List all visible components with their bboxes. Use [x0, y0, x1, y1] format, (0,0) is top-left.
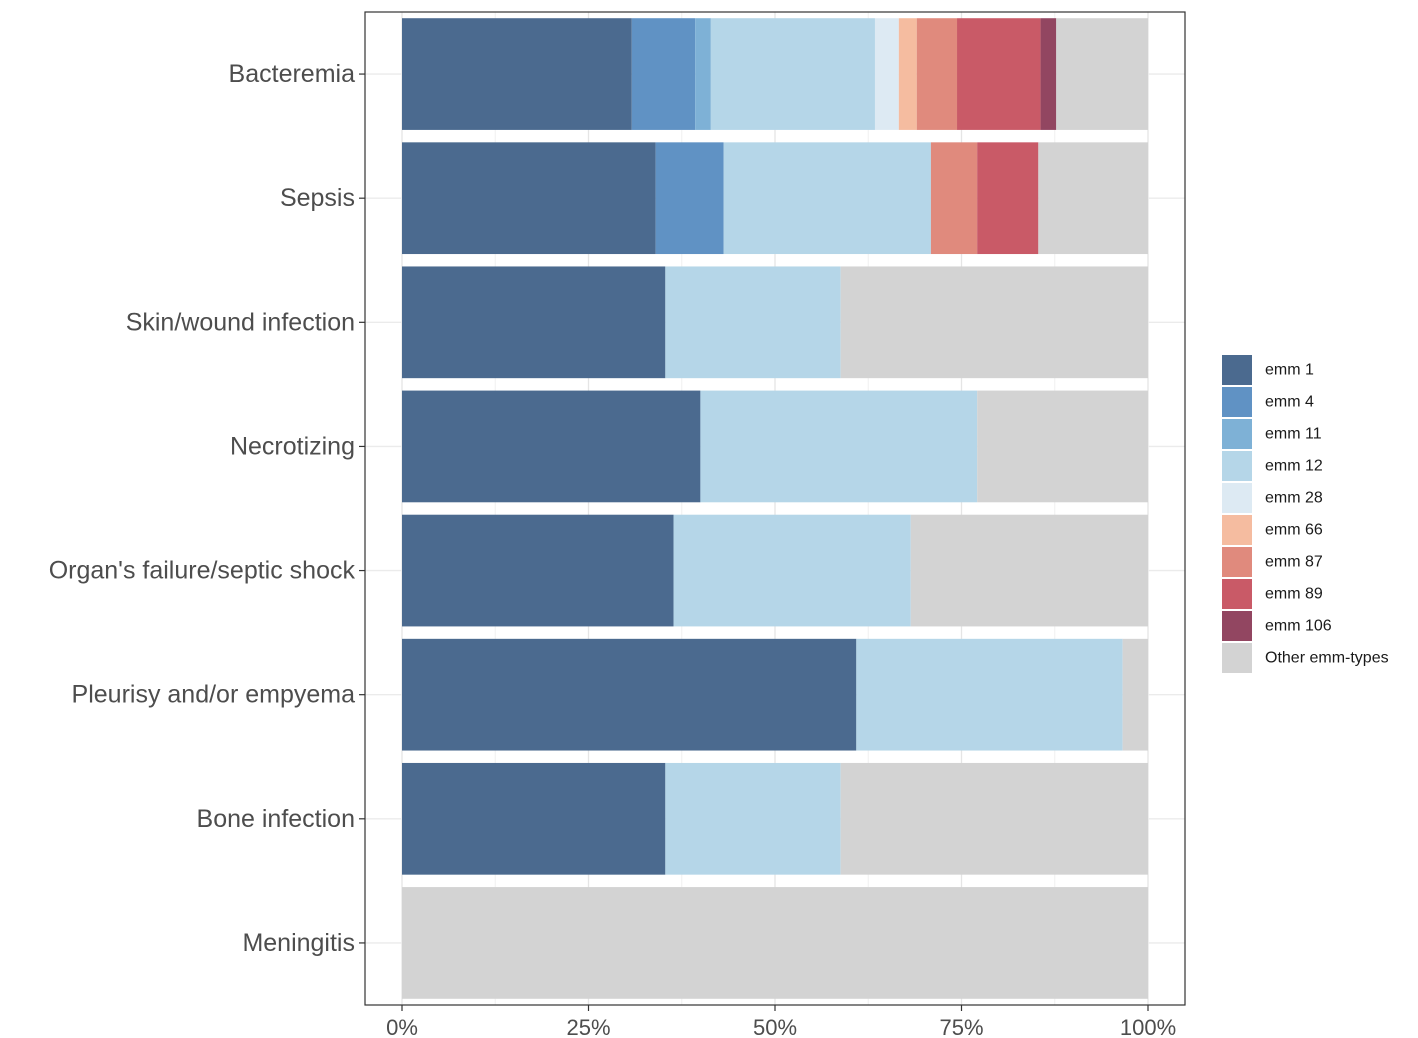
legend-key [1222, 643, 1252, 673]
legend-key [1222, 547, 1252, 577]
x-tick-label: 25% [566, 1015, 610, 1038]
bar-segment [402, 638, 857, 751]
bar-segment [840, 266, 1148, 379]
category-label: Pleurisy and/or empyema [72, 681, 356, 709]
bar-segment [665, 266, 841, 379]
category-label: Meningitis [242, 929, 355, 957]
bar-segment [1038, 142, 1148, 255]
legend-label: emm 106 [1265, 618, 1332, 635]
legend-key [1222, 387, 1252, 417]
legend-label: emm 4 [1265, 394, 1314, 411]
bar-segment [916, 18, 958, 130]
category-label: Skin/wound infection [126, 308, 355, 336]
legend-label: emm 89 [1265, 586, 1323, 603]
bar-segment [898, 18, 917, 130]
bar-segment [957, 18, 1041, 130]
legend-label: emm 28 [1265, 490, 1323, 507]
y-axis: Bacteremia Sepsis Skin/wound infection Necr… [49, 60, 365, 957]
category-label: Sepsis [280, 184, 355, 212]
bar-segment [856, 638, 1123, 751]
bar-segment [655, 142, 724, 255]
category-label: Organ's failure/septic shock [49, 557, 356, 585]
x-axis: 0% 25% 50% 75% 100% [386, 1005, 1176, 1038]
bar-segment [402, 142, 656, 255]
legend-key [1222, 611, 1252, 641]
legend-label: emm 11 [1265, 426, 1322, 443]
bar-segment [977, 390, 1148, 503]
bar-segment [910, 514, 1148, 627]
legend-label: Other emm-types [1265, 650, 1389, 667]
bar-segment [402, 18, 632, 130]
bar-segment [631, 18, 696, 130]
legend-key [1222, 451, 1252, 481]
x-tick-label: 100% [1120, 1015, 1176, 1038]
legend-key [1222, 419, 1252, 449]
bar-segment [840, 762, 1148, 875]
bar-segment [710, 18, 875, 130]
bar-segment [977, 142, 1039, 255]
bar-segment [930, 142, 978, 255]
bar-segment [402, 514, 674, 627]
x-tick-label: 50% [753, 1015, 797, 1038]
bar-segment [673, 514, 911, 627]
bar-segment [1040, 18, 1057, 130]
legend-label: emm 87 [1265, 554, 1323, 571]
category-label: Bacteremia [229, 60, 356, 88]
bar-segment [402, 762, 666, 875]
legend-label: emm 12 [1265, 458, 1323, 475]
x-tick-label: 75% [939, 1015, 983, 1038]
legend-key [1222, 355, 1252, 385]
category-label: Bone infection [197, 805, 355, 833]
bar-segment [1122, 638, 1148, 751]
bar-segment [723, 142, 931, 255]
bar-segment [402, 887, 1148, 999]
bar-segment [402, 266, 666, 379]
bar-segment [402, 390, 701, 503]
category-label: Necrotizing [230, 432, 355, 460]
legend: emm 1 emm 4 emm 11 emm 12 emm 28 emm 66 emm 87… [1222, 355, 1389, 673]
bars-layer [402, 18, 1148, 999]
bar-segment [700, 390, 978, 503]
legend-label: emm 1 [1265, 362, 1314, 379]
bar-segment [665, 762, 841, 875]
x-tick-label: 0% [386, 1015, 418, 1038]
legend-key [1222, 483, 1252, 513]
bar-segment [695, 18, 711, 130]
bar-segment [1056, 18, 1148, 130]
bar-segment [874, 18, 899, 130]
legend-key [1222, 579, 1252, 609]
legend-key [1222, 515, 1252, 545]
legend-label: emm 66 [1265, 522, 1323, 539]
